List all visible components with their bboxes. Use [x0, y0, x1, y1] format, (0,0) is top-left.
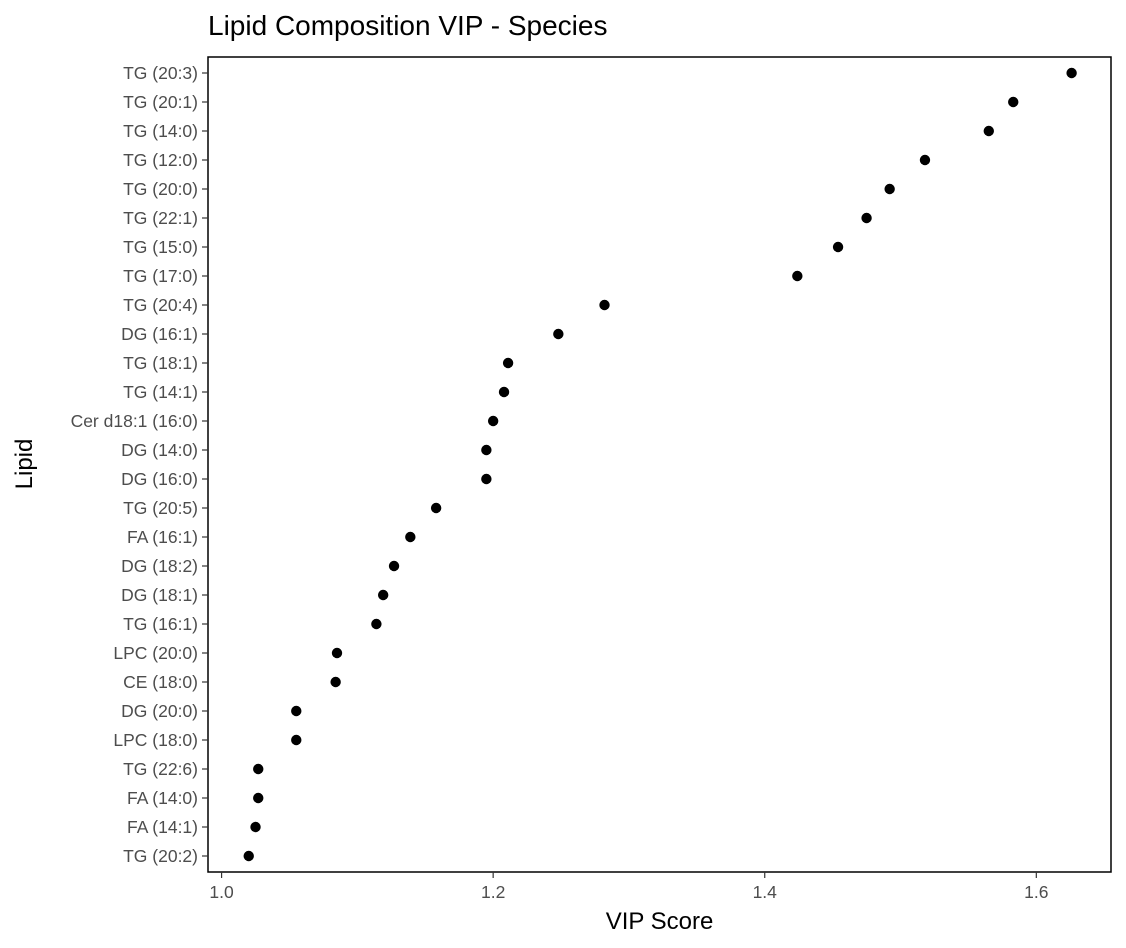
x-tick-label: 1.4	[753, 882, 778, 902]
y-tick-label: DG (18:2)	[121, 556, 198, 576]
data-point	[553, 328, 564, 340]
y-tick-label: TG (17:0)	[123, 266, 198, 286]
y-tick-label: TG (15:0)	[123, 237, 198, 257]
data-point	[371, 618, 382, 630]
y-tick-label: TG (12:0)	[123, 150, 198, 170]
y-tick-label: TG (20:1)	[123, 92, 198, 112]
y-tick-label: TG (22:1)	[123, 208, 198, 228]
y-tick-label: LPC (20:0)	[113, 643, 198, 663]
data-point	[1066, 67, 1077, 79]
y-tick-label: DG (18:1)	[121, 585, 198, 605]
data-point	[919, 154, 931, 166]
y-tick-label: DG (16:1)	[121, 324, 198, 344]
data-point	[1008, 96, 1019, 108]
data-point	[861, 212, 872, 224]
x-tick-label: 1.0	[209, 882, 234, 902]
data-point	[253, 763, 264, 775]
y-tick-label: TG (20:5)	[123, 498, 198, 518]
chart-title: Lipid Composition VIP - Species	[208, 10, 607, 41]
data-point	[792, 270, 803, 282]
data-point	[487, 415, 499, 427]
x-tick-label: 1.2	[481, 882, 505, 902]
data-point	[250, 821, 261, 833]
data-point	[253, 792, 264, 804]
y-tick-label: DG (14:0)	[121, 440, 198, 460]
y-tick-label: TG (20:3)	[123, 63, 198, 83]
y-tick-label: TG (18:1)	[123, 353, 198, 373]
data-points	[243, 67, 1077, 862]
data-point	[481, 473, 492, 485]
data-point	[330, 676, 341, 688]
data-point	[405, 531, 416, 543]
data-point	[983, 125, 994, 137]
data-point	[291, 734, 302, 746]
y-tick-label: DG (20:0)	[121, 701, 198, 721]
plot-panel	[207, 56, 1112, 873]
y-tick-label: TG (20:2)	[123, 846, 198, 866]
data-point	[430, 502, 442, 514]
y-axis-title: Lipid	[11, 439, 38, 490]
y-axis: TG (20:3) TG (20:1) TG (14:0) TG (12:0) TG (…	[71, 63, 208, 866]
y-tick-label: FA (16:1)	[127, 527, 198, 547]
x-tick-label: 1.6	[1024, 882, 1048, 902]
y-tick-label: Cer d18:1 (16:0)	[71, 411, 198, 431]
y-tick-label: TG (22:6)	[123, 759, 198, 779]
y-tick-label: TG (20:0)	[123, 179, 198, 199]
y-tick-label: TG (14:1)	[123, 382, 198, 402]
y-tick-label: TG (16:1)	[123, 614, 198, 634]
data-point	[832, 241, 844, 253]
y-tick-label: LPC (18:0)	[113, 730, 198, 750]
data-point	[599, 299, 610, 311]
y-tick-label: FA (14:1)	[127, 817, 198, 837]
data-point	[291, 705, 302, 717]
data-point	[498, 386, 510, 398]
x-axis: 1.0 1.2 1.4 1.6	[209, 872, 1048, 902]
y-tick-label: TG (14:0)	[123, 121, 198, 141]
data-point	[884, 183, 895, 195]
y-tick-label: FA (14:0)	[127, 788, 198, 808]
y-tick-label: DG (16:0)	[121, 469, 198, 489]
data-point	[388, 560, 400, 572]
data-point	[481, 444, 492, 456]
x-axis-title: VIP Score	[606, 908, 714, 935]
y-tick-label: CE (18:0)	[123, 672, 198, 692]
y-tick-label: TG (20:4)	[123, 295, 198, 315]
data-point	[377, 589, 389, 601]
data-point	[331, 647, 343, 659]
data-point	[502, 357, 514, 369]
data-point	[243, 850, 254, 862]
